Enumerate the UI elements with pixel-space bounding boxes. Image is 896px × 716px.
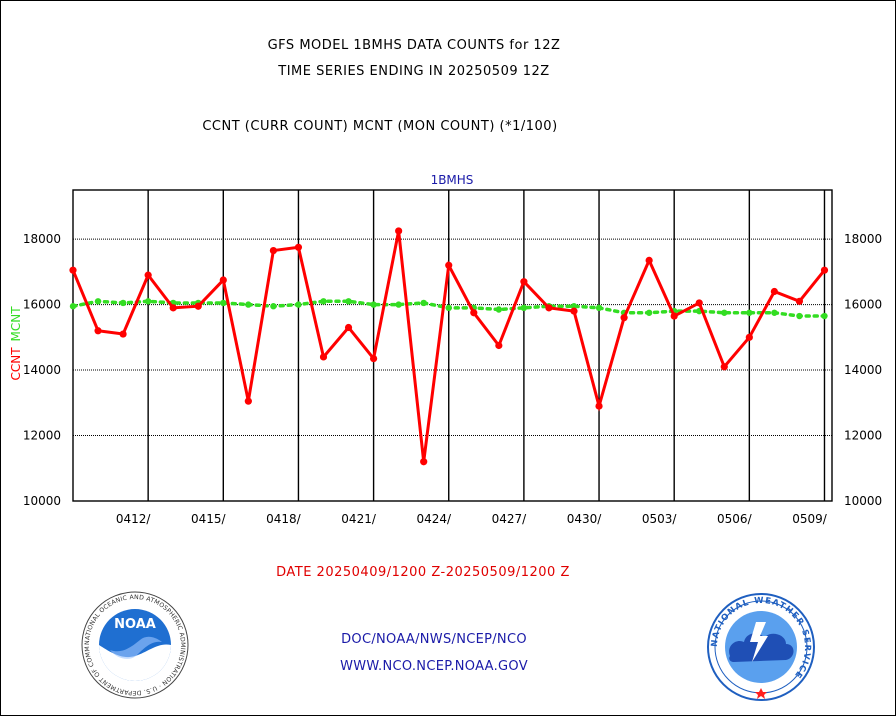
x-axis-ticks: 0412/0415/0418/0421/0424/0427/0430/0503/…	[116, 512, 828, 526]
ccnt-point	[595, 402, 603, 410]
y-axis-label-ccnt: CCNT	[9, 347, 23, 381]
ccnt-point	[795, 297, 804, 305]
x-tick-label: 0503/	[642, 512, 678, 526]
chart-panel-title: 1BMHS	[431, 173, 474, 187]
ccnt-point	[269, 246, 277, 255]
ccnt-point	[94, 327, 102, 335]
y-axis-right-ticks: 10000 12000 14000 16000 18000	[844, 232, 882, 508]
x-tick-label: 0427/	[492, 512, 528, 526]
x-tick-label: 0509/	[792, 512, 828, 526]
chart-title: GFS MODEL 1BMHS DATA COUNTS for 12Z	[267, 38, 561, 53]
x-tick-label: 0412/	[116, 512, 152, 526]
ccnt-point	[570, 307, 578, 315]
y-tick-label-left: 18000	[23, 232, 61, 246]
x-tick-label: 0424/	[416, 512, 452, 526]
y-axis-label-mcnt: MCNT	[9, 306, 23, 342]
mcnt-point	[270, 303, 277, 310]
ccnt-point	[244, 397, 252, 405]
ccnt-point	[520, 278, 528, 286]
ccnt-point	[369, 354, 378, 363]
ccnt-point	[319, 353, 328, 361]
ccnt-point	[645, 256, 653, 264]
mcnt-point	[295, 301, 302, 308]
mcnt-point	[420, 299, 427, 307]
ccnt-point	[745, 333, 753, 341]
mcnt-point	[345, 298, 352, 305]
ccnt-point	[294, 243, 303, 251]
star-icon	[755, 688, 767, 699]
mcnt-point	[445, 304, 452, 312]
chart-legend-description: CCNT (CURR COUNT) MCNT (MON COUNT) (*1/1…	[202, 119, 558, 134]
ccnt-point	[219, 276, 227, 284]
mcnt-point	[320, 298, 327, 305]
ccnt-point	[69, 266, 77, 274]
mcnt-point	[220, 299, 227, 307]
ccnt-point	[169, 304, 177, 312]
ccnt-point	[695, 299, 703, 307]
y-axis-label: CCNT MCNT	[9, 306, 23, 381]
mcnt-point	[520, 304, 528, 312]
y-tick-label-right: 16000	[844, 298, 882, 312]
y-tick-label-right: 12000	[844, 429, 882, 443]
mcnt-point	[645, 309, 653, 316]
mcnt-point	[746, 309, 753, 316]
ccnt-point	[420, 458, 428, 466]
y-tick-label-right: 10000	[844, 494, 882, 508]
x-tick-label: 0430/	[567, 512, 603, 526]
mcnt-point	[94, 298, 102, 305]
y-axis-left-ticks: 10000 12000 14000 16000 18000	[23, 232, 61, 508]
ccnt-point	[344, 323, 353, 332]
noaa-logo: NATIONAL OCEANIC AND ATMOSPHERIC ADMINIS…	[80, 590, 189, 699]
mcnt-point	[245, 301, 252, 308]
ccnt-point	[495, 341, 503, 350]
mcnt-point	[69, 303, 77, 310]
time-series-chart: 1BMHS 10000 12000 14000 16000 18000 10000 120…	[9, 173, 882, 526]
mcnt-point	[721, 309, 728, 316]
chart-grid	[73, 190, 832, 501]
ccnt-point	[720, 363, 728, 371]
chart-subtitle-series-ending: TIME SERIES ENDING IN 20250509 12Z	[278, 64, 550, 79]
date-range-label: DATE 20250409/1200 Z-20250509/1200 Z	[276, 565, 570, 580]
ccnt-point	[820, 266, 829, 274]
y-tick-label-left: 16000	[23, 298, 61, 312]
mcnt-point	[771, 309, 778, 316]
mcnt-point	[119, 299, 127, 307]
mcnt-point	[370, 301, 377, 308]
mcnt-point	[595, 304, 603, 312]
y-tick-label-right: 14000	[844, 363, 882, 377]
y-tick-label-left: 12000	[23, 429, 61, 443]
mcnt-point	[495, 306, 503, 313]
y-tick-label-left: 10000	[23, 494, 61, 508]
ccnt-point	[620, 314, 628, 322]
ccnt-point	[119, 330, 127, 338]
y-tick-label-right: 18000	[844, 232, 882, 246]
chart-axes	[72, 189, 833, 502]
x-tick-label: 0506/	[717, 512, 753, 526]
website-link[interactable]: WWW.NCO.NCEP.NOAA.GOV	[340, 659, 528, 674]
x-tick-label: 0415/	[191, 512, 227, 526]
x-tick-label: 0421/	[341, 512, 377, 526]
series-ccnt	[69, 227, 829, 466]
mcnt-point	[570, 303, 578, 310]
ccnt-point	[445, 261, 453, 269]
org-label: DOC/NOAA/NWS/NCEP/NCO	[341, 632, 527, 647]
ccnt-point	[194, 302, 202, 310]
y-tick-label-left: 14000	[23, 363, 61, 377]
ccnt-point	[144, 271, 152, 279]
nws-logo: NATIONAL WEATHER SERVICE	[707, 593, 815, 701]
mcnt-point	[821, 312, 828, 320]
ccnt-point	[770, 287, 778, 296]
ccnt-point	[395, 227, 403, 235]
plot-border	[72, 189, 833, 502]
x-tick-label: 0418/	[266, 512, 302, 526]
mcnt-point	[796, 312, 803, 320]
ccnt-point	[670, 312, 678, 320]
ccnt-point	[545, 304, 553, 312]
mcnt-point	[395, 301, 402, 308]
ccnt-point	[470, 309, 478, 317]
noaa-logo-text: NOAA	[114, 617, 156, 632]
mcnt-point	[144, 298, 152, 305]
